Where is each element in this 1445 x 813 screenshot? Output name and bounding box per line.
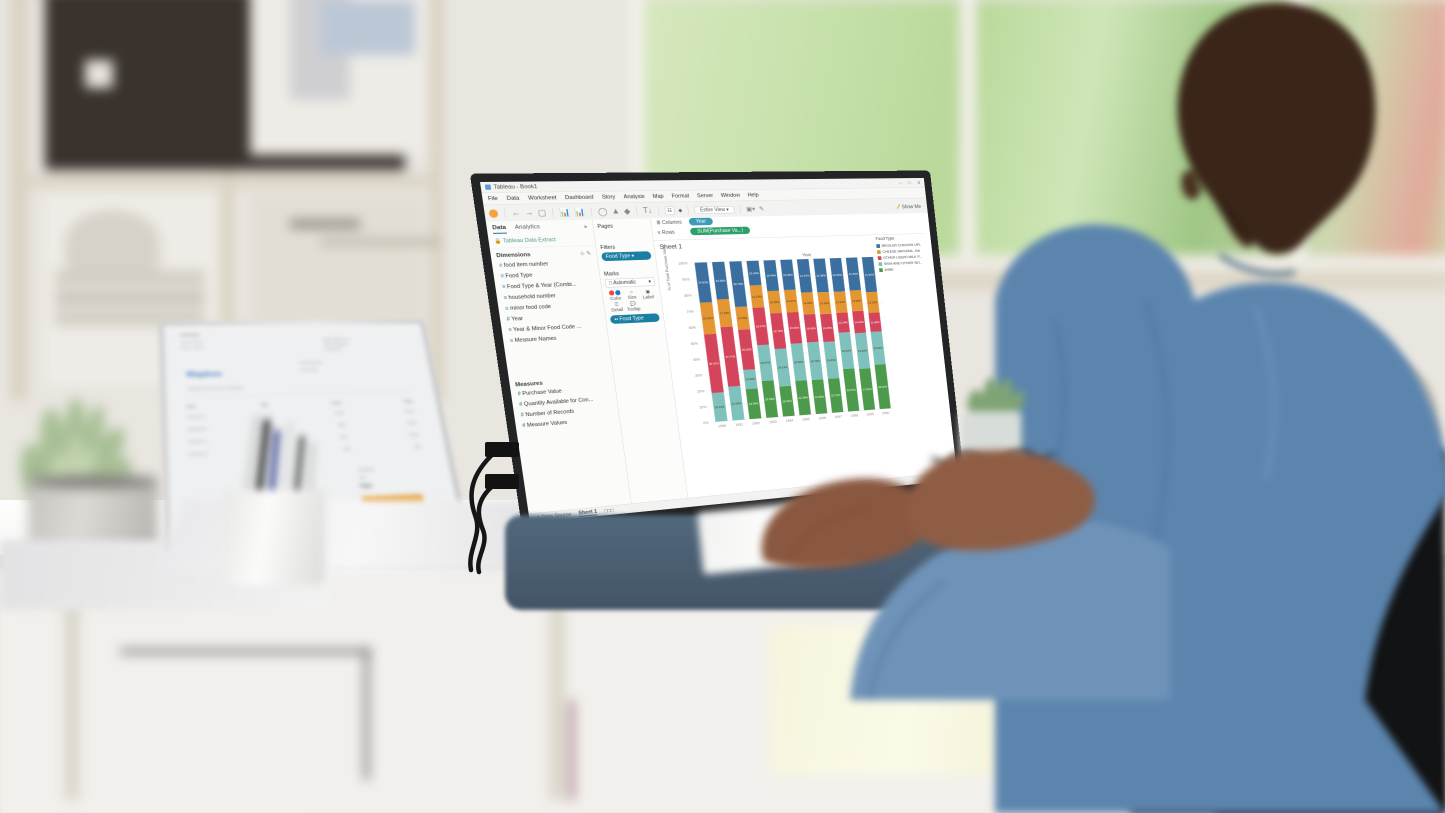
svg-text:1990: 1990 bbox=[718, 423, 727, 428]
svg-text:21.92%: 21.92% bbox=[865, 273, 874, 277]
svg-text:18.45%: 18.45% bbox=[823, 326, 833, 330]
svg-text:22.79%: 22.79% bbox=[773, 329, 783, 333]
svg-text:22.75%: 22.75% bbox=[831, 394, 841, 398]
svg-text:14.29%: 14.29% bbox=[770, 300, 780, 304]
svg-text:13.55%: 13.55% bbox=[852, 299, 862, 303]
svg-text:24.93%: 24.93% bbox=[698, 281, 708, 285]
svg-text:1996: 1996 bbox=[818, 416, 826, 421]
svg-text:37.77%: 37.77% bbox=[725, 355, 735, 359]
svg-text:20.93%: 20.93% bbox=[873, 346, 882, 350]
svg-text:27.50%: 27.50% bbox=[862, 388, 871, 392]
svg-text:1997: 1997 bbox=[834, 414, 842, 419]
svg-text:1998: 1998 bbox=[850, 413, 858, 418]
svg-text:23.96%: 23.96% bbox=[794, 360, 804, 364]
svg-text:13.19%: 13.19% bbox=[868, 301, 877, 305]
svg-text:28.73%: 28.73% bbox=[733, 283, 743, 287]
svg-text:2000: 2000 bbox=[882, 411, 890, 415]
svg-text:23.36%: 23.36% bbox=[715, 279, 725, 283]
svg-text:14.29%: 14.29% bbox=[803, 302, 813, 306]
svg-text:1991: 1991 bbox=[735, 422, 744, 427]
svg-text:19.30%: 19.30% bbox=[783, 273, 793, 277]
svg-text:26.57%: 26.57% bbox=[846, 388, 855, 392]
svg-text:28.42%: 28.42% bbox=[878, 385, 887, 389]
svg-text:1994: 1994 bbox=[785, 418, 793, 423]
svg-text:21.57%: 21.57% bbox=[800, 274, 810, 278]
svg-text:20%: 20% bbox=[697, 389, 705, 394]
svg-text:24.14%: 24.14% bbox=[778, 366, 788, 370]
svg-text:23.39%: 23.39% bbox=[858, 349, 867, 353]
svg-text:23.69%: 23.69% bbox=[765, 397, 775, 401]
svg-text:19.54%: 19.54% bbox=[782, 399, 792, 403]
svg-text:21.30%: 21.30% bbox=[849, 272, 859, 276]
svg-text:36.91%: 36.91% bbox=[709, 362, 719, 366]
svg-text:22.55%: 22.55% bbox=[815, 395, 825, 399]
svg-text:15.44%: 15.44% bbox=[749, 271, 759, 275]
svg-text:13.12%: 13.12% bbox=[836, 301, 846, 305]
svg-text:1999: 1999 bbox=[866, 412, 874, 416]
svg-text:14.30%: 14.30% bbox=[820, 301, 830, 305]
svg-text:12.29%: 12.29% bbox=[745, 377, 755, 381]
svg-text:20.64%: 20.64% bbox=[833, 273, 843, 277]
svg-text:24.70%: 24.70% bbox=[810, 359, 820, 363]
svg-text:14.46%: 14.46% bbox=[854, 320, 863, 324]
svg-text:21.98%: 21.98% bbox=[816, 274, 826, 278]
svg-text:22.39%: 22.39% bbox=[798, 396, 808, 400]
svg-text:24.34%: 24.34% bbox=[827, 358, 837, 362]
svg-text:80%: 80% bbox=[684, 293, 692, 297]
svg-text:1993: 1993 bbox=[769, 420, 778, 425]
svg-text:22.63%: 22.63% bbox=[842, 349, 852, 353]
svg-text:25.62%: 25.62% bbox=[742, 348, 752, 352]
svg-text:14.29%: 14.29% bbox=[752, 295, 762, 299]
svg-text:90%: 90% bbox=[682, 277, 690, 281]
svg-text:11.98%: 11.98% bbox=[870, 321, 879, 325]
svg-text:19.44%: 19.44% bbox=[766, 274, 776, 278]
svg-text:1995: 1995 bbox=[802, 417, 810, 422]
svg-text:40%: 40% bbox=[693, 357, 701, 362]
svg-text:14.37%: 14.37% bbox=[786, 300, 796, 304]
svg-text:30%: 30% bbox=[695, 373, 703, 378]
svg-text:17.34%: 17.34% bbox=[720, 311, 730, 315]
svg-text:100%: 100% bbox=[678, 261, 688, 265]
svg-text:19.39%: 19.39% bbox=[749, 402, 759, 406]
svg-text:23.07%: 23.07% bbox=[760, 361, 770, 365]
svg-text:19.92%: 19.92% bbox=[703, 317, 713, 321]
svg-text:0%: 0% bbox=[703, 421, 709, 425]
svg-text:23.67%: 23.67% bbox=[756, 325, 766, 329]
svg-text:1992: 1992 bbox=[752, 421, 761, 426]
svg-text:14.39%: 14.39% bbox=[738, 317, 748, 321]
svg-text:20.06%: 20.06% bbox=[790, 326, 800, 330]
svg-text:50%: 50% bbox=[691, 341, 699, 346]
svg-text:60%: 60% bbox=[688, 325, 696, 330]
svg-text:10%: 10% bbox=[699, 405, 707, 410]
svg-text:12.24%: 12.24% bbox=[838, 321, 848, 325]
svg-text:70%: 70% bbox=[686, 309, 694, 313]
svg-text:18.45%: 18.45% bbox=[806, 327, 816, 331]
